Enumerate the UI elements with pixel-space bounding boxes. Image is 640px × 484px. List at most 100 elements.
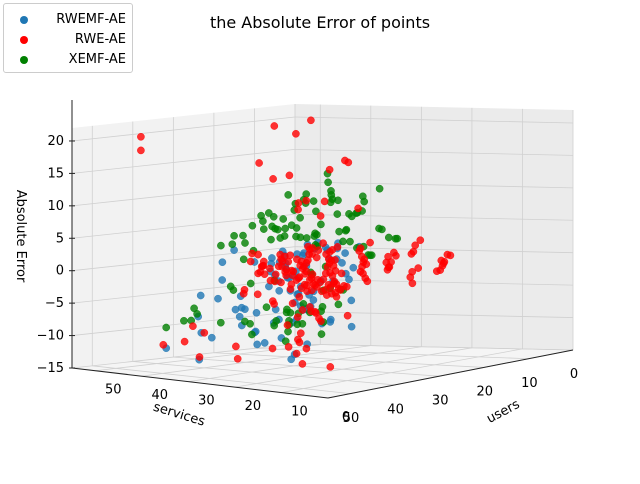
data-point	[253, 340, 262, 349]
data-point	[378, 225, 386, 234]
data-point	[298, 306, 307, 314]
data-point	[393, 234, 402, 243]
data-point	[294, 335, 302, 344]
gridline-z	[294, 116, 574, 124]
data-point	[363, 277, 372, 286]
data-point	[260, 339, 269, 347]
legend-label-xemf-ae: XEMF-AE	[68, 52, 126, 67]
data-point	[317, 330, 326, 338]
legend-entry-rwemf-ae: RWEMF-AE	[4, 10, 132, 30]
data-point	[270, 122, 279, 130]
data-point	[294, 199, 303, 207]
data-point	[280, 232, 289, 240]
data-point	[407, 250, 416, 258]
data-point	[302, 344, 311, 353]
data-point	[319, 275, 328, 284]
data-point	[259, 261, 268, 270]
data-point	[233, 354, 242, 363]
data-point	[180, 316, 188, 325]
data-point	[229, 286, 238, 294]
z-axis-label: Absolute Error	[13, 190, 28, 283]
data-point	[214, 294, 222, 303]
gridline-y	[132, 361, 395, 386]
data-point	[416, 236, 425, 244]
data-point	[216, 318, 225, 327]
data-point	[193, 310, 201, 318]
data-point	[432, 267, 441, 276]
data-point	[296, 329, 305, 338]
y-tick-label: 20	[477, 385, 494, 400]
data-point	[255, 159, 263, 167]
data-point	[289, 267, 298, 276]
data-point	[307, 116, 315, 125]
data-point	[362, 260, 371, 269]
z-tick-label: 10	[47, 199, 64, 214]
gridline-z	[71, 149, 296, 174]
data-point	[262, 303, 271, 312]
data-point	[218, 258, 227, 267]
gridline-z	[294, 213, 574, 221]
pane-right	[295, 104, 573, 350]
z-tick-label: 5	[56, 231, 64, 246]
data-point	[354, 204, 362, 213]
data-point	[304, 256, 312, 264]
data-point	[338, 259, 346, 267]
data-point	[235, 312, 244, 321]
data-point	[248, 330, 256, 339]
data-point	[334, 196, 342, 205]
data-point	[443, 250, 452, 259]
data-point	[295, 273, 304, 281]
data-point	[347, 322, 356, 331]
data-point	[281, 224, 290, 233]
z-tick-label: −15	[37, 361, 64, 376]
data-point	[390, 248, 398, 257]
gridline-z	[294, 181, 574, 189]
data-point	[241, 239, 249, 247]
data-point	[282, 265, 291, 274]
data-point	[296, 213, 304, 222]
y-tick-label: 50	[343, 411, 360, 426]
data-point	[358, 192, 367, 201]
axis-panes	[72, 104, 573, 398]
data-point	[159, 340, 168, 349]
data-point	[295, 293, 304, 301]
data-point	[332, 280, 341, 288]
data-point	[288, 299, 297, 308]
data-points	[137, 116, 455, 371]
legend-entry-xemf-ae: XEMF-AE	[4, 50, 132, 70]
data-point	[292, 349, 301, 358]
data-point	[240, 285, 249, 294]
data-point	[345, 275, 353, 284]
data-point	[318, 302, 327, 311]
gridline-y	[92, 365, 351, 395]
gridline-z	[294, 311, 574, 318]
gridline-x	[95, 344, 321, 372]
data-point	[311, 229, 319, 238]
data-point	[319, 239, 327, 247]
gridline-z	[294, 278, 574, 286]
data-point	[285, 171, 294, 180]
data-point	[239, 231, 247, 240]
data-point	[137, 146, 145, 155]
data-point	[325, 165, 334, 174]
data-point	[315, 314, 323, 323]
data-point	[189, 322, 197, 331]
data-point	[218, 276, 226, 284]
z-tick-label: 15	[47, 166, 64, 181]
data-point	[333, 210, 342, 218]
data-point	[314, 246, 323, 254]
legend: RWEMF-AE RWE-AE XEMF-AE	[3, 3, 133, 73]
data-point	[195, 353, 204, 361]
data-point	[349, 263, 358, 272]
data-point	[284, 257, 293, 266]
data-point	[411, 241, 420, 250]
z-tick-label: −10	[37, 329, 64, 344]
data-point	[298, 360, 307, 368]
gridline-z	[71, 278, 296, 304]
y-axis-line	[71, 367, 329, 399]
data-point	[316, 212, 325, 220]
data-point	[248, 221, 257, 230]
data-point	[237, 303, 246, 312]
data-point	[339, 237, 347, 246]
gridline-x	[234, 347, 472, 388]
